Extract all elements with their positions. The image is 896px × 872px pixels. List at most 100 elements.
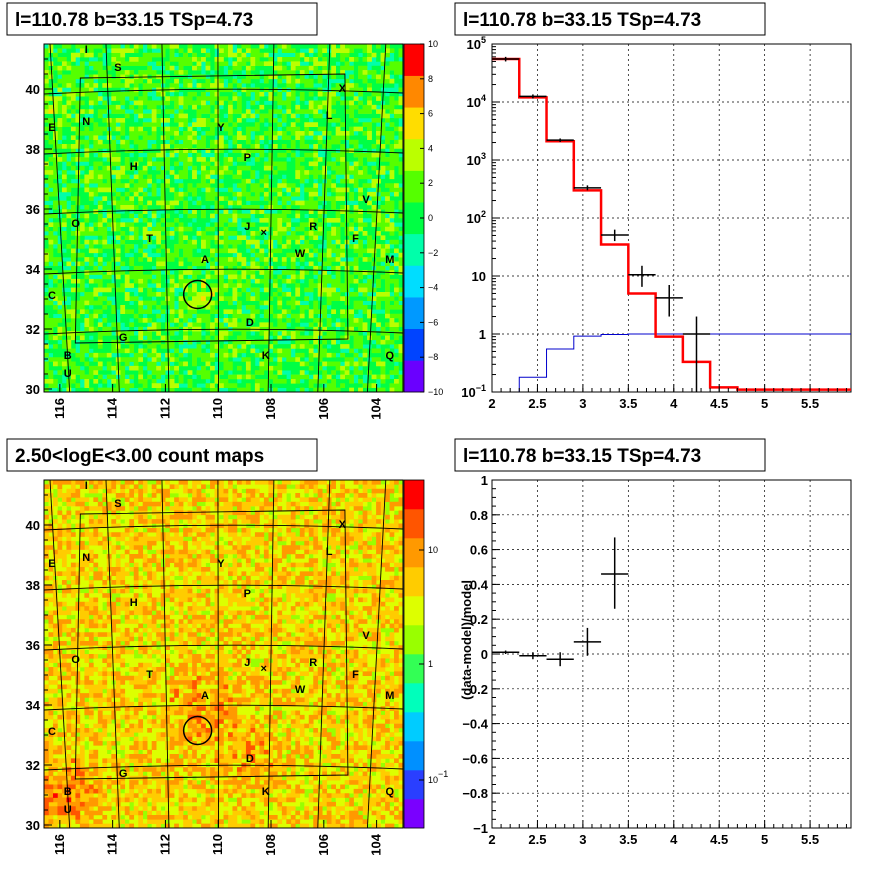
x-tick-label: 2.5 [528, 832, 546, 847]
colorbar-tick-label: −2 [428, 248, 438, 258]
colorbar-tick-label: 0 [428, 213, 433, 223]
x-tick-label: 106 [316, 398, 331, 420]
x-tick-label: 3 [579, 396, 586, 411]
y-tick-label: 40 [26, 518, 40, 533]
source-label: E [48, 558, 55, 570]
source-label: S [114, 62, 121, 74]
y-tick-label: −0.6 [462, 751, 488, 766]
graticule-longitude-line [105, 43, 120, 393]
source-label: B [64, 350, 72, 362]
source-label: B [64, 786, 72, 798]
graticule-longitude-line [49, 479, 71, 829]
x-tick-label: 110 [210, 398, 225, 419]
y-tick-label: 0.6 [470, 543, 488, 558]
graticule-longitude-line [267, 479, 275, 829]
y-tick-label: 0 [481, 647, 488, 662]
x-tick-label: 114 [105, 397, 120, 419]
source-label: A [201, 690, 209, 702]
source-label: Y [217, 558, 225, 570]
graticule-longitude-line [49, 43, 71, 393]
map-pixel-layer [44, 480, 404, 829]
title-bottom-right: l=110.78 b=33.15 TSp=4.73 [463, 446, 701, 467]
y-tick-label: 103 [467, 151, 486, 168]
y-tick-label: 10−1 [461, 383, 486, 400]
graticule-longitude-line [161, 479, 170, 829]
graticule-longitude-line [161, 43, 170, 393]
x-tick-label: 4 [670, 396, 678, 411]
source-label: N [82, 116, 90, 128]
x-tick-label: 3.5 [619, 832, 637, 847]
source-label: X [339, 519, 347, 531]
roi-outline [74, 73, 349, 344]
source-label: U [64, 804, 72, 816]
y-tick-label: −0.4 [462, 717, 488, 732]
graticule-latitude-line [43, 268, 404, 275]
colorbar-bin [404, 538, 424, 568]
x-tick-label: 4.5 [710, 396, 728, 411]
colorbar-frame [403, 479, 425, 829]
source-label: H [130, 597, 138, 609]
x-tick-label: 5.5 [801, 396, 819, 411]
source-label: O [71, 218, 80, 230]
x-tick-label: 116 [52, 398, 67, 419]
graticule-longitude-line [317, 43, 331, 393]
y-tick-label: 38 [26, 142, 40, 157]
colorbar-bin [404, 170, 424, 203]
colorbar-tick-label: 6 [428, 109, 433, 119]
source-label: D [246, 753, 254, 765]
source-label: L [326, 546, 333, 558]
y-tick-label: −0.2 [462, 682, 488, 697]
x-tick-label: 106 [316, 834, 331, 856]
source-label: G [119, 332, 128, 344]
source-label: Q [386, 350, 395, 362]
source-label: S [114, 498, 121, 510]
map-pixel-layer [44, 44, 404, 393]
x-tick-label: 112 [157, 834, 172, 855]
spectrum-series [492, 56, 851, 392]
colorbar-tick-label: 10 [428, 545, 438, 555]
colorbar-bin [404, 107, 424, 140]
source-label: D [246, 317, 254, 329]
map-frame [43, 43, 404, 393]
x-tick-label: 110 [210, 834, 225, 855]
source-label: O [71, 654, 80, 666]
colorbar-bin [404, 360, 424, 393]
x-tick-label: 104 [369, 833, 384, 855]
graticule-longitude-line [317, 479, 331, 829]
y-tick-label: 34 [26, 698, 41, 713]
source-label: C [48, 726, 56, 738]
y-tick-label: 10 [472, 269, 486, 284]
colorbar-bin [404, 799, 424, 829]
y-tick-label: 40 [26, 82, 40, 97]
x-tick-label: 2 [488, 832, 495, 847]
colorbar-bin [404, 297, 424, 330]
colorbar-bin [404, 202, 424, 235]
title-box-top-right: l=110.78 b=33.15 TSp=4.73 [454, 2, 766, 36]
colorbar-bin [404, 683, 424, 713]
title-box-top-left: l=110.78 b=33.15 TSp=4.73 [6, 2, 318, 36]
graticule-longitude-line [267, 43, 275, 393]
y-tick-label: 34 [26, 262, 41, 277]
graticule-longitude-line [366, 479, 387, 829]
map-pixel-layer [52, 793, 72, 803]
x-tick-label: 108 [263, 834, 278, 856]
graticule-latitude-line [43, 524, 404, 531]
candidate-cross: × [260, 227, 266, 239]
x-tick-label: 112 [157, 398, 172, 419]
graticule-latitude-line [43, 644, 404, 651]
source-label: C [48, 290, 56, 302]
source-label: E [48, 122, 55, 134]
source-label: J [244, 657, 250, 669]
y-tick-label: −1 [473, 821, 488, 836]
source-label: U [64, 368, 72, 380]
graticule-latitude-line [43, 764, 404, 771]
source-label: T [146, 669, 153, 681]
source-label: L [326, 110, 333, 122]
colorbar-bin [404, 567, 424, 597]
colorbar-bin [404, 741, 424, 771]
spectrum-plot: 2 2.5 3 3.5 4 4.5 5 5.5 10−1 1 10 102 103 104 105 [461, 35, 852, 411]
colorbar-bin [404, 328, 424, 361]
colorbar-tick-label: −4 [428, 283, 438, 293]
graticule-latitude-line [43, 584, 404, 591]
colorbar-bin [404, 138, 424, 171]
